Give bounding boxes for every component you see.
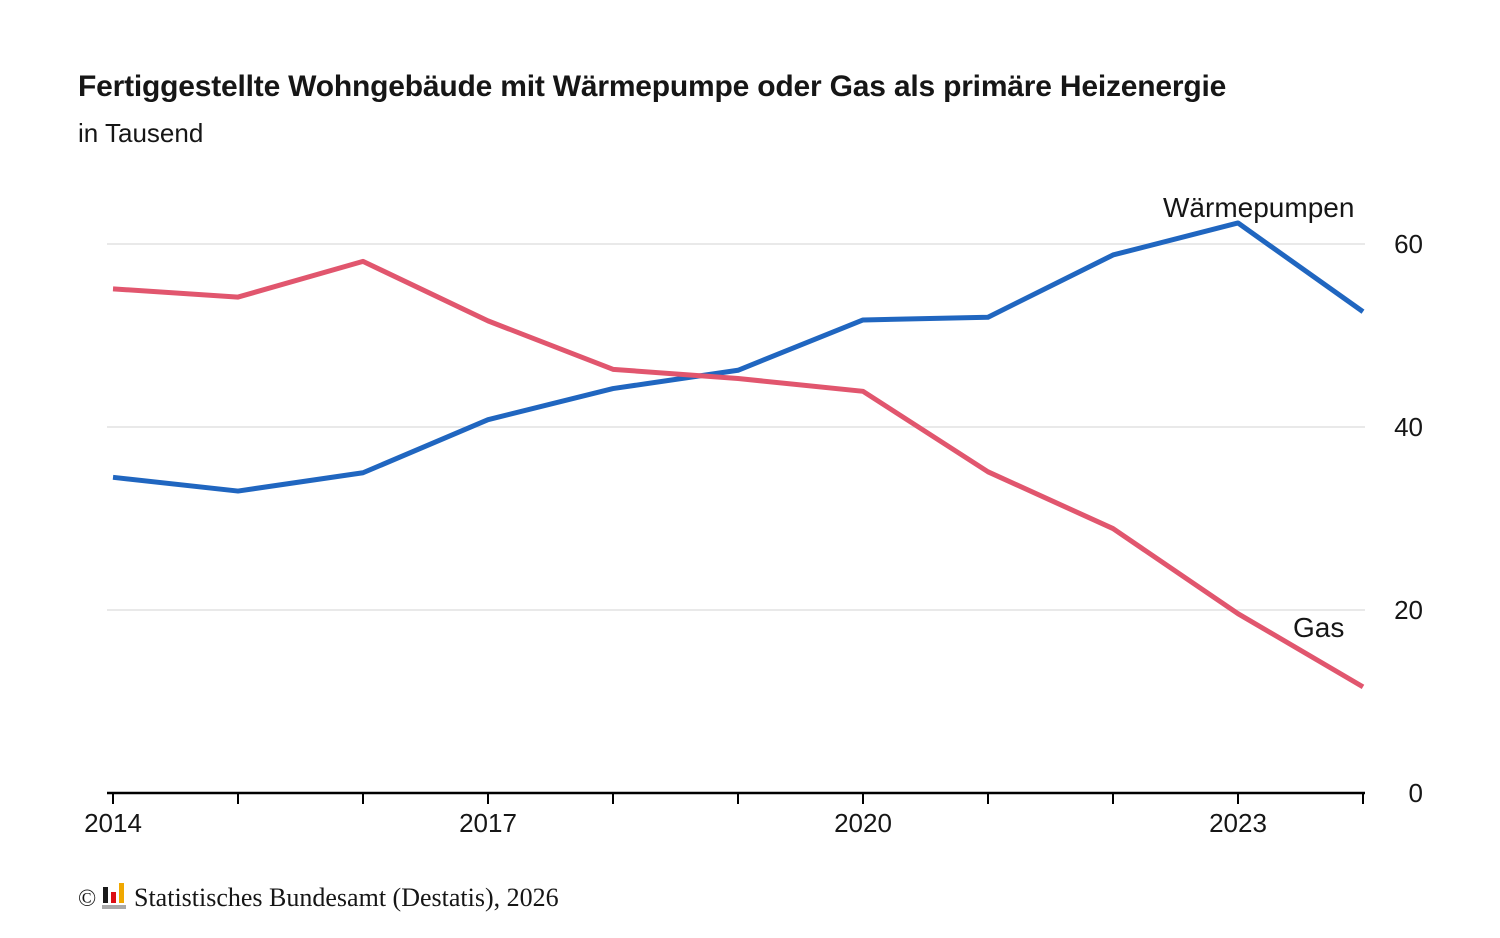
series-line-gas: [112, 258, 1365, 690]
x-tick-label-2017: 2017: [459, 808, 517, 838]
x-tick-label-2020: 2020: [834, 808, 892, 838]
x-tick-label-2023: 2023: [1209, 808, 1267, 838]
logo-bar-black: [103, 887, 108, 903]
x-tick-label-2014: 2014: [84, 808, 142, 838]
copyright-symbol: ©: [78, 886, 97, 912]
y-tick-label-0: 0: [1409, 778, 1423, 808]
series-label-waermepumpen: Wärmepumpen: [1163, 192, 1355, 223]
chart-title: Fertiggestellte Wohngebäude mit Wärmepum…: [78, 70, 1227, 103]
source-text: Statistisches Bundesamt (Destatis), 2026: [134, 883, 559, 912]
chart-unit-subtitle: in Tausend: [78, 118, 204, 148]
series-line-waermepumpen: [112, 220, 1365, 494]
destatis-bar-chart-icon: [102, 883, 127, 909]
logo-bar-red: [111, 892, 116, 903]
y-tick-label-20: 20: [1394, 595, 1423, 625]
logo-baseline: [102, 905, 126, 909]
series-label-gas: Gas: [1293, 612, 1345, 643]
y-tick-label-40: 40: [1394, 412, 1423, 442]
y-tick-label-60: 60: [1394, 229, 1423, 259]
logo-bar-gold: [119, 883, 124, 903]
